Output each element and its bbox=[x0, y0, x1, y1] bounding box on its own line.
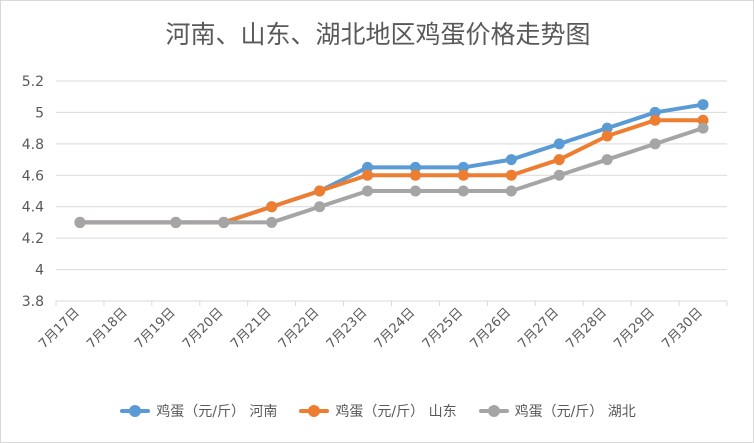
x-tick-label: 7月26日 bbox=[468, 305, 515, 352]
x-tick-label: 7月21日 bbox=[228, 305, 275, 352]
legend-label: 鸡蛋（元/斤） 湖北 bbox=[514, 404, 636, 420]
data-point bbox=[170, 216, 182, 228]
x-tick-label: 7月29日 bbox=[611, 305, 658, 352]
x-tick-label: 7月22日 bbox=[276, 305, 323, 352]
x-tick-label: 7月25日 bbox=[420, 305, 467, 352]
x-tick-label: 7月19日 bbox=[132, 305, 179, 352]
data-point bbox=[553, 138, 565, 150]
data-point bbox=[362, 169, 374, 181]
y-tick-label: 4.6 bbox=[22, 168, 44, 184]
legend-swatch bbox=[120, 405, 151, 417]
data-point bbox=[457, 185, 469, 197]
legend-swatch bbox=[478, 405, 509, 417]
data-point bbox=[553, 154, 565, 166]
x-tick-label: 7月18日 bbox=[84, 305, 131, 352]
legend: 鸡蛋（元/斤） 河南 鸡蛋（元/斤） 山东 鸡蛋（元/斤） 湖北 bbox=[1, 401, 753, 421]
data-point bbox=[314, 201, 326, 213]
legend-label: 鸡蛋（元/斤） 山东 bbox=[335, 404, 457, 420]
data-point bbox=[362, 185, 374, 197]
data-point bbox=[505, 154, 517, 166]
y-tick-label: 4.8 bbox=[22, 137, 44, 153]
chart-title: 河南、山东、湖北地区鸡蛋价格走势图 bbox=[165, 20, 591, 49]
data-point bbox=[505, 169, 517, 181]
x-tick-label: 7月20日 bbox=[180, 305, 227, 352]
data-point bbox=[457, 169, 469, 181]
data-point bbox=[409, 169, 421, 181]
data-point bbox=[601, 122, 613, 134]
x-tick-label: 7月23日 bbox=[324, 305, 371, 352]
data-point bbox=[457, 161, 469, 173]
x-tick-label: 7月17日 bbox=[36, 305, 83, 352]
data-point bbox=[74, 216, 86, 228]
data-point bbox=[649, 106, 661, 118]
legend-item: 鸡蛋（元/斤） 湖北 bbox=[478, 401, 636, 421]
data-point bbox=[362, 161, 374, 173]
data-point bbox=[697, 99, 709, 111]
y-tick-label: 5.2 bbox=[22, 74, 44, 90]
data-point bbox=[505, 185, 517, 197]
data-point bbox=[553, 169, 565, 181]
data-point bbox=[649, 138, 661, 150]
y-tick-label: 4.4 bbox=[22, 200, 44, 216]
y-tick-label: 3.8 bbox=[22, 294, 44, 310]
legend-item: 鸡蛋（元/斤） 山东 bbox=[299, 401, 457, 421]
y-tick-label: 4.2 bbox=[22, 231, 44, 247]
data-point bbox=[601, 154, 613, 166]
data-point bbox=[649, 114, 661, 126]
data-point bbox=[697, 114, 709, 126]
data-point bbox=[409, 185, 421, 197]
data-point bbox=[697, 122, 709, 134]
data-point bbox=[266, 201, 278, 213]
legend-swatch bbox=[299, 405, 330, 417]
y-tick-label: 4 bbox=[35, 263, 44, 279]
data-point bbox=[601, 130, 613, 142]
x-tick-label: 7月28日 bbox=[563, 305, 610, 352]
y-tick-label: 5 bbox=[35, 105, 44, 121]
x-tick-label: 7月24日 bbox=[372, 305, 419, 352]
data-point bbox=[409, 161, 421, 173]
legend-label: 鸡蛋（元/斤） 河南 bbox=[156, 404, 278, 420]
data-point bbox=[218, 216, 230, 228]
legend-item: 鸡蛋（元/斤） 河南 bbox=[120, 401, 277, 421]
x-tick-label: 7月30日 bbox=[659, 305, 706, 352]
x-tick-label: 7月27日 bbox=[516, 305, 563, 352]
data-point bbox=[266, 216, 278, 228]
data-point bbox=[314, 185, 326, 197]
